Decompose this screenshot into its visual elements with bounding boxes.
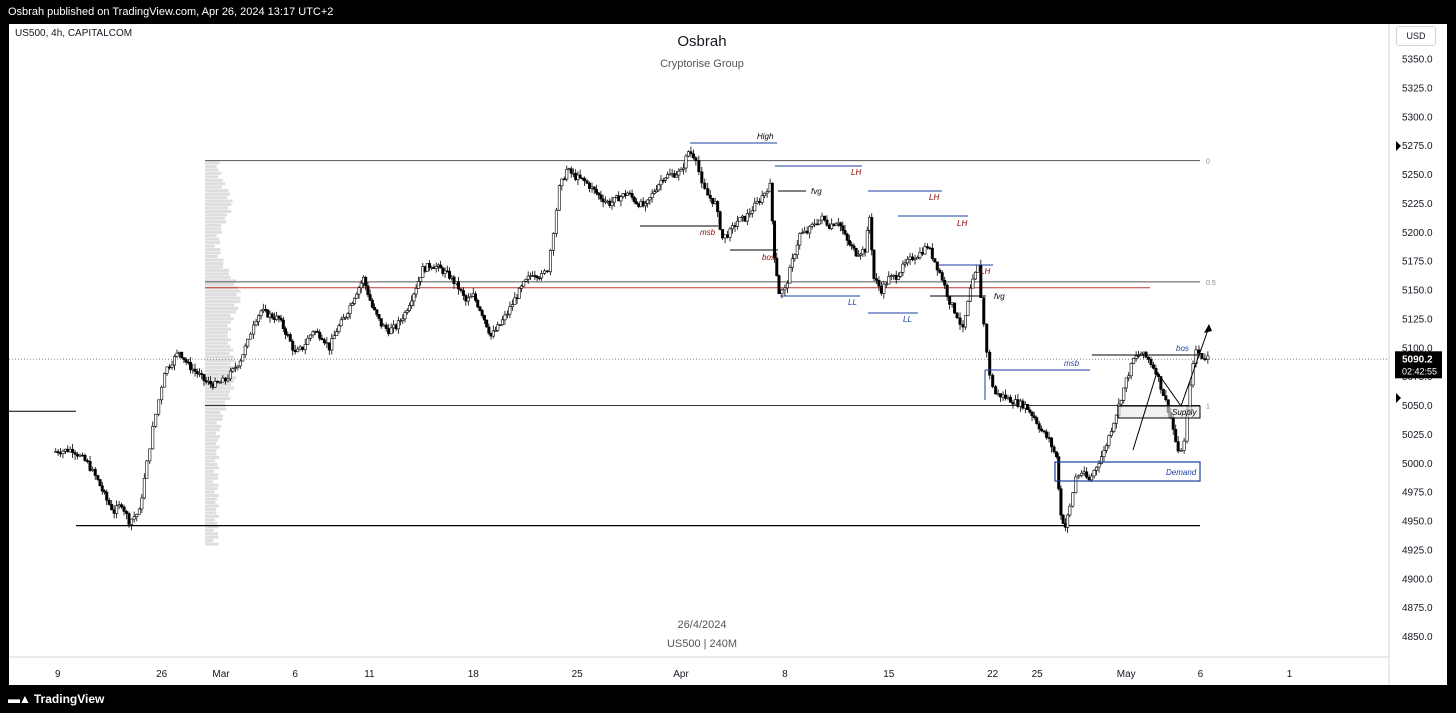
tradingview-logo[interactable]: ▬▲ TradingView xyxy=(8,692,104,706)
chart-panel[interactable]: US500, 4h, CAPITALCOM USD Osbrah Cryptor… xyxy=(9,24,1447,685)
symbol-label: US500, 4h, CAPITALCOM xyxy=(15,28,133,39)
currency-button[interactable]: USD xyxy=(1396,26,1436,46)
bottom-bar: ▬▲ TradingView xyxy=(0,685,1456,713)
tv-logo-icon: ▬▲ xyxy=(8,692,31,706)
publish-text: Osbrah published on TradingView.com, Apr… xyxy=(8,6,334,18)
watermark-date: 26/4/2024 xyxy=(677,619,727,631)
publish-bar: Osbrah published on TradingView.com, Apr… xyxy=(0,0,1456,24)
chart-title: Osbrah xyxy=(677,33,727,50)
watermark-symbol: US500 | 240M xyxy=(666,638,738,650)
brand-label: TradingView xyxy=(33,692,105,706)
chart-subtitle: Cryptorise Group xyxy=(660,58,744,70)
